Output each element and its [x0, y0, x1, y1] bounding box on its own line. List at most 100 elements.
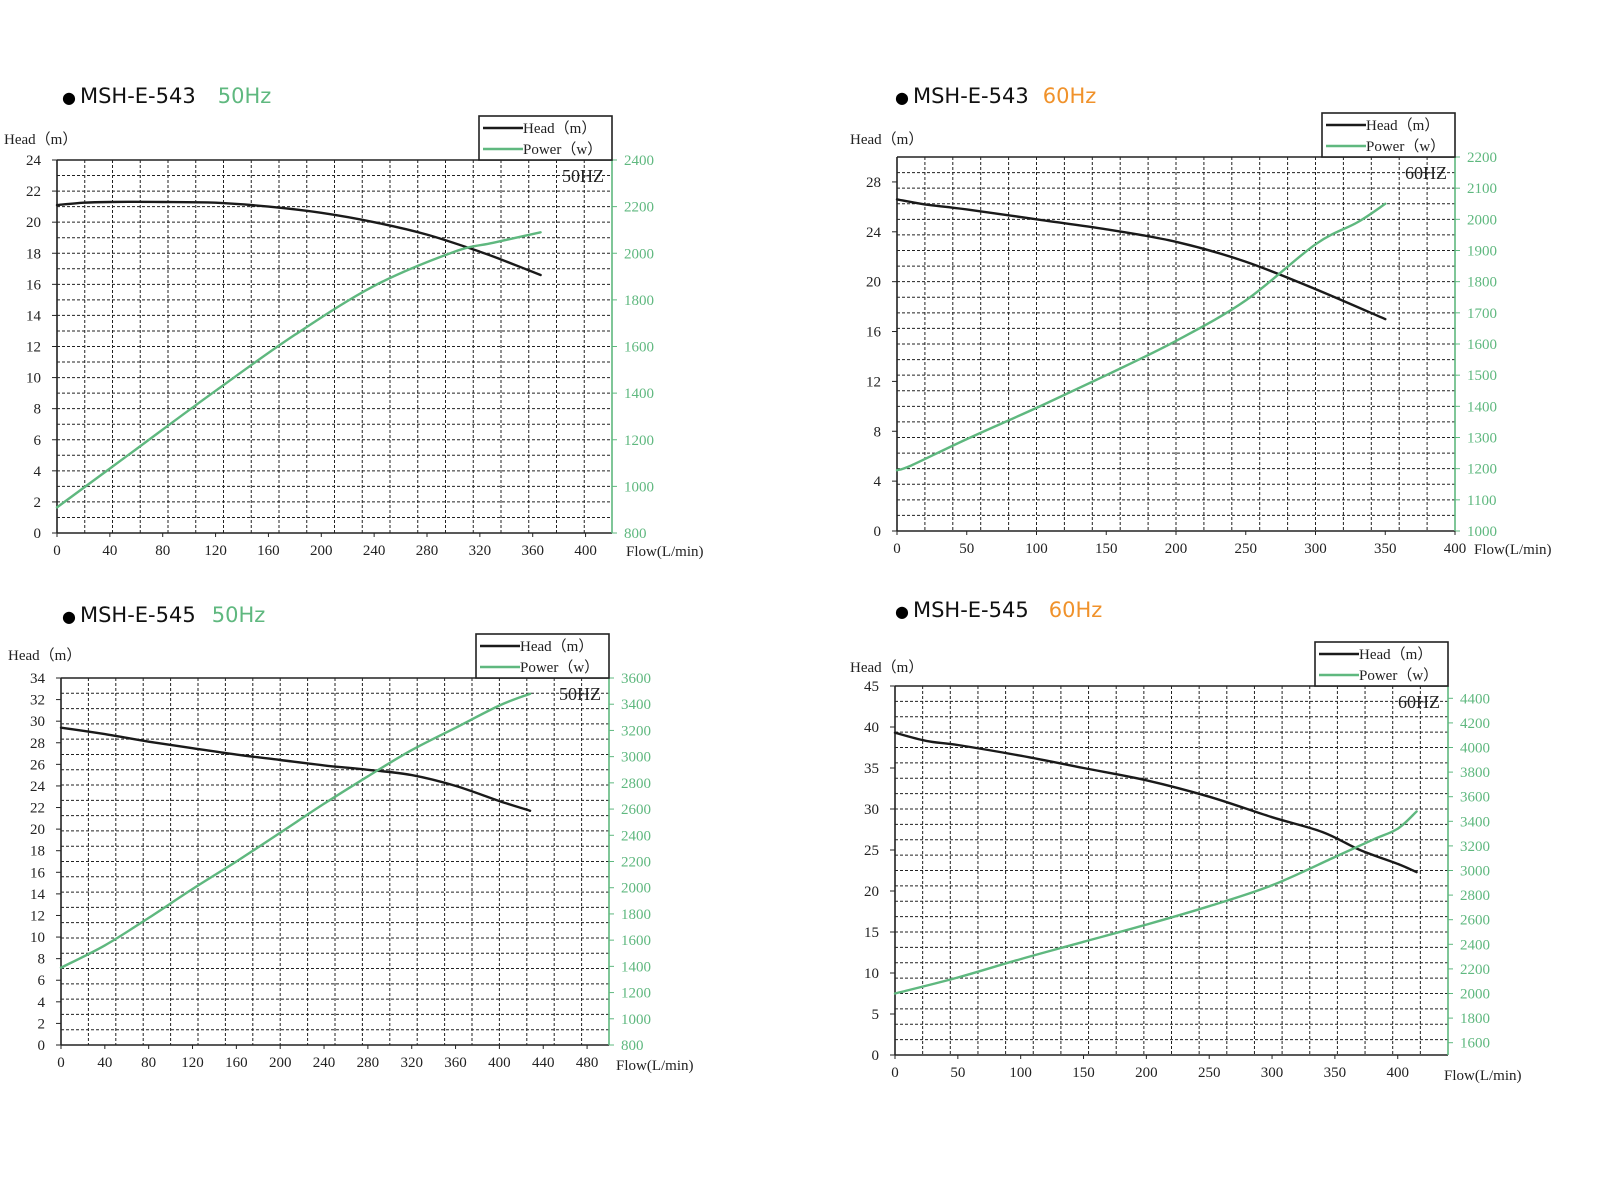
y-tick-label: 28	[866, 175, 881, 191]
head-curve	[895, 198, 1387, 321]
y2-tick-label: 3800	[1460, 765, 1490, 781]
y2-tick-label: 1400	[624, 386, 654, 402]
y-tick-label: 0	[872, 1048, 880, 1064]
y2-tick-label: 2000	[624, 246, 654, 262]
y2-tick-label: 2000	[1460, 987, 1490, 1003]
chart-title-msh-e-543-60hz: ● MSH-E-543 60Hz	[895, 84, 1096, 108]
y-tick-label: 5	[872, 1007, 880, 1023]
chart-3: 0510152025303540451600180020002200240026…	[850, 641, 1522, 1084]
y2-tick-label: 1600	[621, 933, 651, 949]
y2-tick-label: 3000	[621, 750, 651, 766]
y-axis-label: Head（m）	[850, 659, 923, 676]
head-curve	[59, 726, 532, 812]
y-tick-label: 34	[30, 671, 46, 687]
y-tick-label: 8	[34, 402, 42, 418]
y2-tick-label: 1000	[621, 1012, 651, 1028]
y2-tick-label: 1200	[621, 986, 651, 1002]
frequency-label: 50Hz	[217, 84, 272, 108]
chart-title-msh-e-543-50hz: ● MSH-E-543 50Hz	[62, 84, 271, 108]
x-tick-label: 150	[1095, 541, 1118, 557]
y-tick-label: 16	[26, 277, 42, 293]
x-tick-label: 440	[532, 1055, 555, 1071]
y-tick-label: 35	[864, 761, 879, 777]
y-tick-label: 18	[26, 246, 41, 262]
x-tick-label: 320	[400, 1055, 423, 1071]
x-tick-label: 120	[204, 543, 227, 559]
y-tick-label: 18	[30, 844, 45, 860]
x-tick-label: 360	[521, 543, 544, 559]
x-tick-label: 400	[1444, 541, 1467, 557]
y2-tick-label: 1600	[1467, 337, 1497, 353]
y-tick-label: 4	[38, 995, 46, 1011]
y2-tick-label: 2800	[1460, 888, 1490, 904]
y2-tick-label: 3600	[1460, 790, 1490, 806]
legend-box	[475, 633, 610, 679]
legend-power-label: Power（w）	[1366, 138, 1445, 155]
y2-tick-label: 1600	[1460, 1036, 1490, 1052]
inner-frequency-label: 50HZ	[562, 166, 604, 186]
x-tick-label: 240	[313, 1055, 336, 1071]
power-curve	[895, 202, 1387, 472]
y2-tick-label: 2000	[1467, 212, 1497, 228]
x-tick-label: 400	[574, 543, 597, 559]
inner-frequency-label: 50HZ	[559, 684, 601, 704]
frequency-label: 60Hz	[1042, 84, 1097, 108]
y2-tick-label: 2800	[621, 776, 651, 792]
power-curve	[55, 231, 542, 509]
bullet-icon: ●	[62, 88, 76, 107]
y2-tick-label: 3200	[1460, 839, 1490, 855]
y-tick-label: 16	[866, 325, 882, 341]
y-tick-label: 24	[866, 225, 882, 241]
legend-head-label: Head（m）	[523, 120, 596, 137]
x-tick-label: 400	[488, 1055, 511, 1071]
y-tick-label: 20	[30, 822, 45, 838]
y-tick-label: 16	[30, 865, 46, 881]
y2-tick-label: 1500	[1467, 368, 1497, 384]
y2-tick-label: 2200	[621, 855, 651, 871]
x-tick-label: 280	[416, 543, 439, 559]
y-tick-label: 2	[38, 1016, 46, 1032]
x-tick-label: 0	[53, 543, 61, 559]
y-tick-label: 6	[38, 973, 46, 989]
frequency-label: 60Hz	[1048, 598, 1103, 622]
x-tick-label: 350	[1324, 1065, 1347, 1081]
y-axis-label: Head（m）	[850, 131, 923, 148]
y2-tick-label: 3200	[621, 723, 651, 739]
y-tick-label: 0	[874, 524, 882, 540]
legend-box	[1321, 112, 1456, 158]
y2-tick-label: 800	[621, 1038, 644, 1054]
x-tick-label: 80	[155, 543, 170, 559]
x-tick-label: 480	[576, 1055, 599, 1071]
y-tick-label: 25	[864, 843, 879, 859]
y2-tick-label: 2400	[621, 828, 651, 844]
x-axis-label: Flow(L/min)	[1474, 542, 1552, 558]
y-tick-label: 14	[26, 308, 42, 324]
y2-tick-label: 2000	[621, 881, 651, 897]
x-tick-label: 200	[1135, 1065, 1158, 1081]
chart-1: 0481216202428100011001200130014001500160…	[850, 112, 1552, 558]
x-tick-label: 300	[1304, 541, 1327, 557]
y2-tick-label: 4000	[1460, 741, 1490, 757]
y-tick-label: 15	[864, 925, 879, 941]
y-tick-label: 10	[30, 930, 45, 946]
x-tick-label: 0	[891, 1065, 899, 1081]
x-tick-label: 100	[1025, 541, 1048, 557]
model-name: MSH-E-545	[912, 598, 1029, 622]
inner-frequency-label: 60HZ	[1398, 692, 1440, 712]
y-tick-label: 8	[38, 952, 46, 968]
x-tick-label: 50	[959, 541, 974, 557]
y-tick-label: 22	[26, 184, 41, 200]
power-curve	[893, 810, 1418, 995]
y2-tick-label: 2100	[1467, 181, 1497, 197]
y-tick-label: 40	[864, 720, 879, 736]
y2-tick-label: 1000	[624, 479, 654, 495]
y-tick-label: 22	[30, 801, 45, 817]
y-tick-label: 20	[864, 884, 879, 900]
y2-tick-label: 1000	[1467, 524, 1497, 540]
x-tick-label: 50	[950, 1065, 965, 1081]
chart-2: 0246810121416182022242628303234800100012…	[8, 633, 694, 1074]
y2-tick-label: 1400	[1467, 399, 1497, 415]
x-tick-label: 150	[1072, 1065, 1095, 1081]
